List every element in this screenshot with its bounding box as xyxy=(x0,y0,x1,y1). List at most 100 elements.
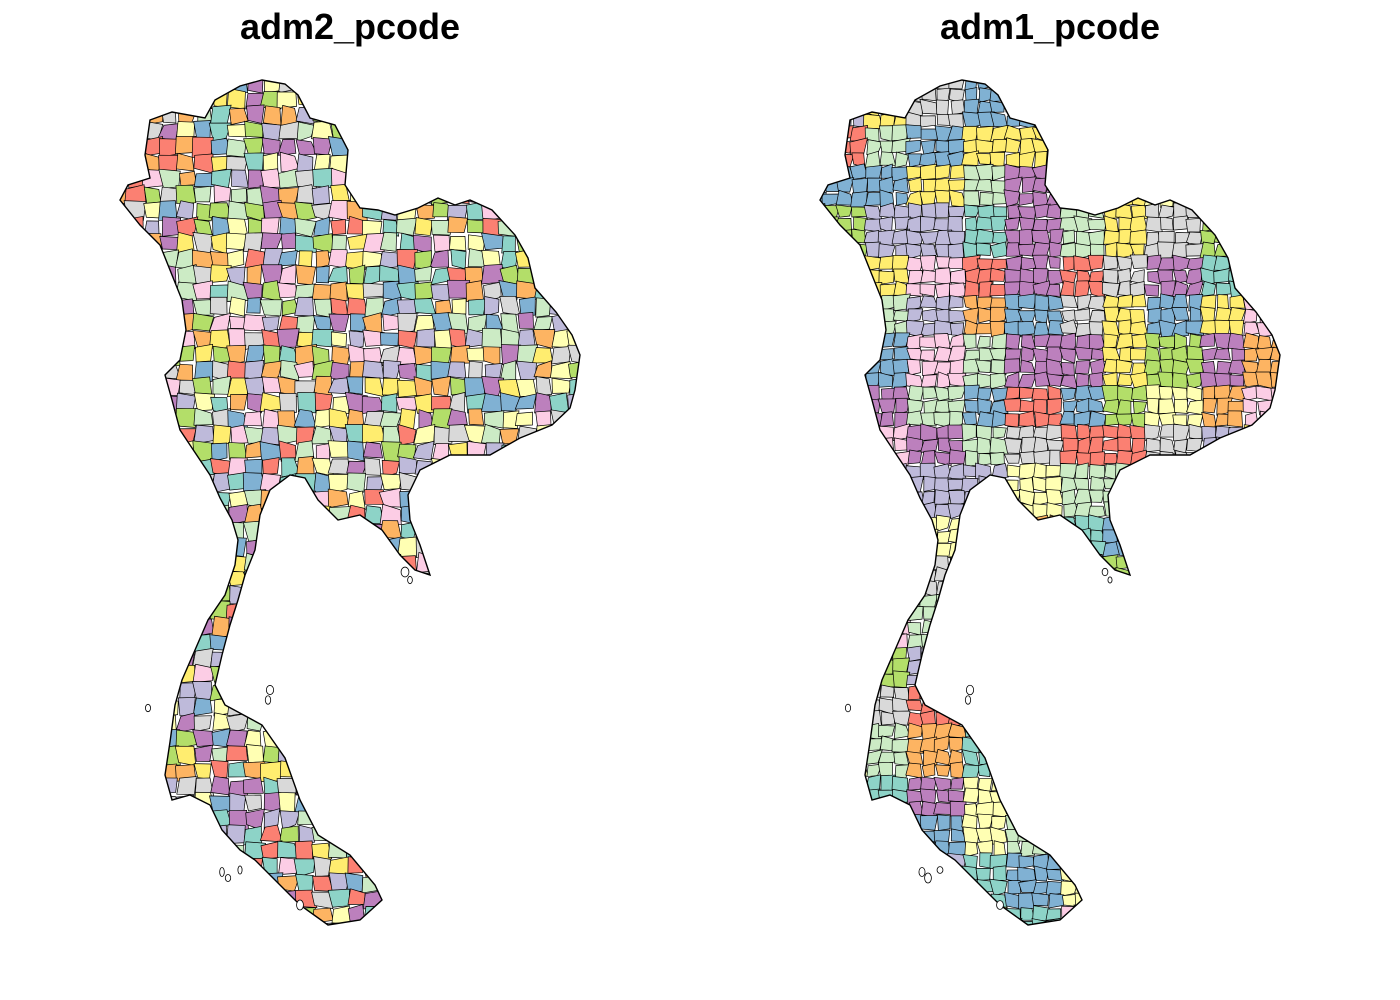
district-polygon xyxy=(123,840,148,860)
district-polygon xyxy=(532,827,553,843)
district-polygon xyxy=(126,904,147,922)
province-district-polygon xyxy=(905,762,923,779)
district-polygon xyxy=(568,696,580,718)
province-district-polygon xyxy=(1241,709,1257,726)
province-district-polygon xyxy=(1241,829,1261,843)
province-district-polygon xyxy=(1228,866,1244,884)
province-district-polygon xyxy=(1017,749,1036,767)
province-district-polygon xyxy=(1018,410,1036,427)
district-polygon xyxy=(210,922,232,925)
province-district-polygon xyxy=(1060,775,1076,792)
province-district-polygon xyxy=(1258,176,1275,193)
province-district-polygon xyxy=(1032,748,1051,766)
province-district-polygon xyxy=(1089,764,1106,779)
district-polygon xyxy=(158,455,180,477)
district-polygon xyxy=(175,521,194,542)
province-district-polygon xyxy=(990,80,1006,89)
province-district-polygon xyxy=(1006,763,1021,779)
district-polygon xyxy=(315,250,331,269)
district-polygon xyxy=(120,394,128,413)
province-district-polygon xyxy=(820,283,826,298)
district-polygon xyxy=(244,120,264,138)
district-polygon xyxy=(281,920,301,925)
province-district-polygon xyxy=(1285,126,1301,140)
district-polygon xyxy=(586,777,604,795)
district-polygon xyxy=(588,568,605,587)
province-district-polygon xyxy=(1269,476,1280,492)
district-polygon xyxy=(243,411,263,427)
district-polygon xyxy=(212,375,232,395)
province-district-polygon xyxy=(1230,620,1246,634)
province-district-polygon xyxy=(1034,86,1048,102)
province-district-polygon xyxy=(908,177,923,193)
district-polygon xyxy=(120,346,130,364)
map-adm2 xyxy=(119,79,605,926)
province-district-polygon xyxy=(1255,867,1274,883)
province-district-polygon xyxy=(1270,776,1280,792)
province-district-polygon xyxy=(878,176,895,194)
district-polygon xyxy=(413,634,436,653)
district-polygon xyxy=(447,760,468,781)
province-district-polygon xyxy=(1160,905,1177,921)
province-district-polygon xyxy=(1034,670,1050,687)
district-polygon xyxy=(569,266,580,285)
province-district-polygon xyxy=(866,307,882,324)
district-polygon xyxy=(329,281,348,302)
province-district-polygon xyxy=(1017,293,1037,310)
district-polygon xyxy=(195,889,215,909)
district-polygon xyxy=(566,601,580,622)
province-district-polygon xyxy=(991,816,1007,831)
district-polygon xyxy=(362,168,383,190)
district-polygon xyxy=(145,264,162,286)
district-polygon xyxy=(227,684,249,699)
district-polygon xyxy=(362,826,382,843)
district-polygon xyxy=(414,217,434,236)
province-district-polygon xyxy=(1185,177,1205,193)
province-district-polygon xyxy=(962,787,980,804)
district-polygon xyxy=(143,411,164,430)
province-district-polygon xyxy=(1201,124,1218,142)
province-district-polygon xyxy=(1119,594,1135,609)
province-district-polygon xyxy=(1003,788,1020,803)
province-district-polygon xyxy=(1118,841,1135,856)
province-district-polygon xyxy=(1256,839,1275,857)
province-district-polygon xyxy=(1256,528,1274,546)
district-polygon xyxy=(177,600,197,618)
district-polygon xyxy=(228,873,247,890)
district-polygon xyxy=(464,632,488,651)
province-district-polygon xyxy=(820,111,824,129)
province-district-polygon xyxy=(947,179,967,191)
district-polygon xyxy=(145,923,163,925)
province-district-polygon xyxy=(851,917,866,925)
district-polygon xyxy=(294,201,317,222)
province-district-polygon xyxy=(1258,827,1274,844)
province-district-polygon xyxy=(838,243,854,260)
province-district-polygon xyxy=(1074,802,1090,818)
district-polygon xyxy=(382,793,402,815)
province-district-polygon xyxy=(1034,411,1050,428)
district-polygon xyxy=(193,504,213,525)
district-polygon xyxy=(176,921,197,925)
province-district-polygon xyxy=(1004,618,1023,635)
province-district-polygon xyxy=(936,605,949,622)
district-polygon xyxy=(533,890,556,910)
district-polygon xyxy=(210,80,230,94)
province-district-polygon xyxy=(1242,332,1259,350)
province-district-polygon xyxy=(1201,411,1217,428)
district-polygon xyxy=(535,168,555,186)
province-district-polygon xyxy=(1257,100,1275,113)
province-district-polygon xyxy=(1214,853,1233,870)
province-district-polygon xyxy=(936,99,950,117)
province-district-polygon xyxy=(837,411,854,428)
province-district-polygon xyxy=(1117,436,1132,453)
province-district-polygon xyxy=(1171,683,1188,702)
district-polygon xyxy=(464,184,486,205)
district-polygon xyxy=(416,137,432,158)
province-district-polygon xyxy=(1227,438,1245,454)
province-district-polygon xyxy=(1175,566,1191,584)
district-polygon xyxy=(516,522,539,540)
district-polygon xyxy=(433,234,451,252)
province-district-polygon xyxy=(1186,385,1203,403)
district-polygon xyxy=(396,777,416,795)
province-district-polygon xyxy=(852,99,869,115)
